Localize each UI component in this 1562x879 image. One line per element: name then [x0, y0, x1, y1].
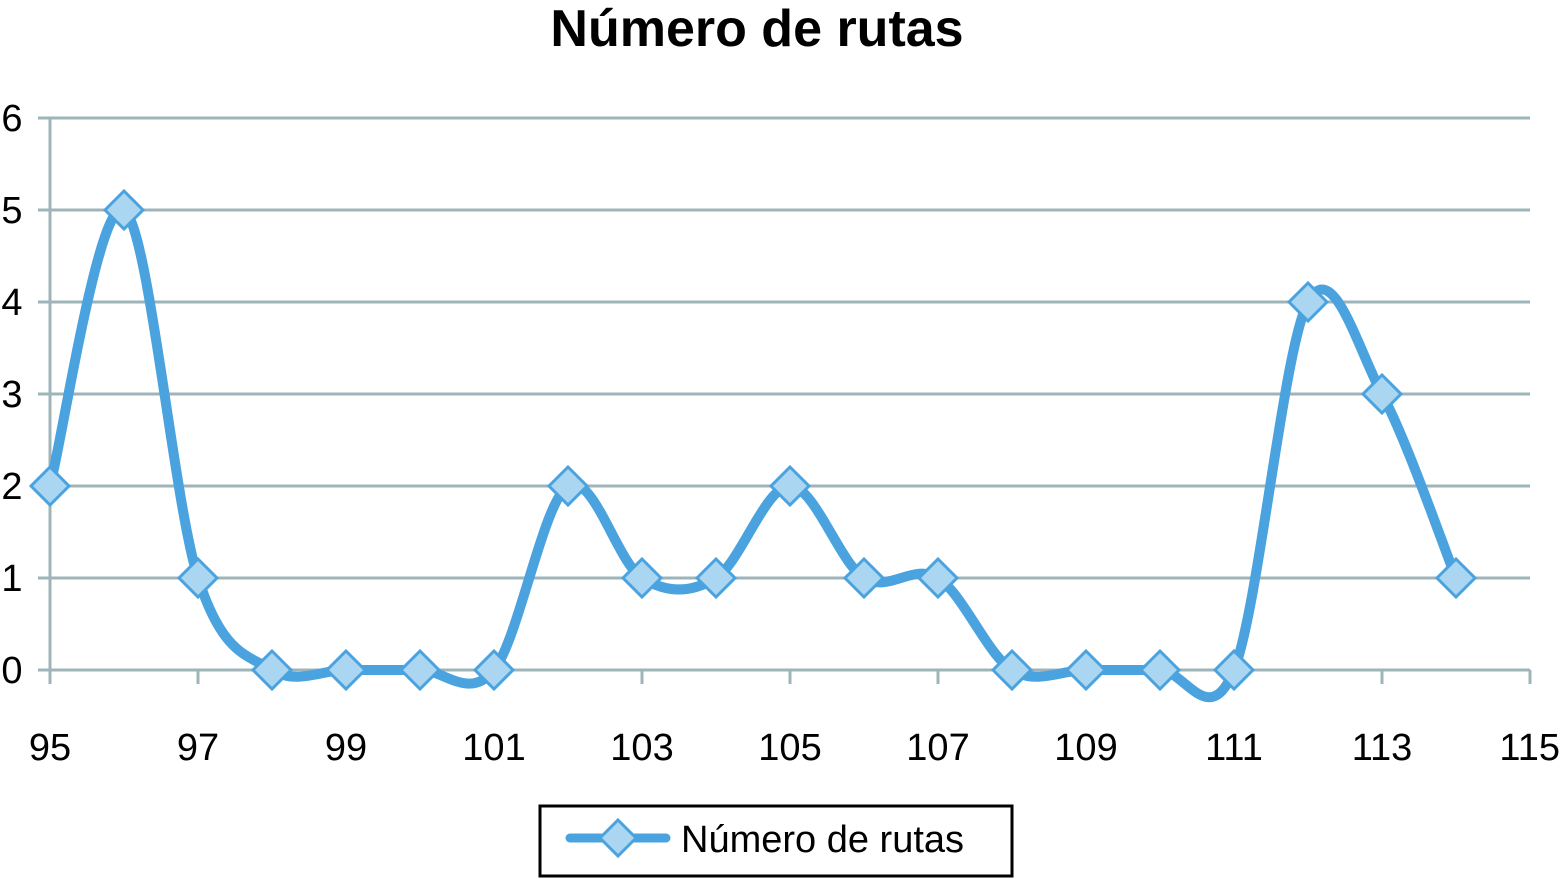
y-tick-label: 6	[1, 98, 22, 140]
x-tick-label: 111	[1205, 727, 1263, 769]
x-tick-label: 101	[462, 727, 525, 769]
x-tick-label: 107	[906, 727, 969, 769]
x-tick-label: 115	[1499, 727, 1560, 769]
data-point-marker	[28, 464, 72, 508]
data-point-marker	[1064, 648, 1108, 692]
x-tick-label: 105	[758, 727, 821, 769]
x-tick-label: 99	[325, 727, 367, 769]
x-tick-label: 109	[1054, 727, 1117, 769]
data-point-marker	[1434, 556, 1478, 600]
data-point-marker	[250, 648, 294, 692]
y-tick-label: 5	[1, 190, 22, 232]
x-tick-label: 103	[610, 727, 673, 769]
x-tick-label: 95	[29, 727, 71, 769]
data-point-marker	[1360, 372, 1404, 416]
series-layer	[28, 188, 1478, 703]
data-point-marker	[916, 556, 960, 600]
y-tick-label: 4	[1, 282, 22, 324]
series-line	[45, 204, 1461, 703]
legend-label: Número de rutas	[681, 819, 964, 861]
data-point-marker	[620, 556, 664, 600]
x-tick-label: 97	[177, 727, 219, 769]
data-point-marker	[1138, 648, 1182, 692]
data-point-marker	[102, 188, 146, 232]
data-point-marker	[324, 648, 368, 692]
data-point-marker	[1212, 648, 1256, 692]
x-tick-label: 113	[1352, 727, 1413, 769]
data-point-marker	[990, 648, 1034, 692]
y-tick-label: 3	[1, 374, 22, 416]
data-point-marker	[768, 464, 812, 508]
legend: Número de rutas	[538, 804, 1014, 878]
grid-lines	[50, 116, 1530, 580]
data-point-marker	[176, 556, 220, 600]
data-point-marker	[546, 464, 590, 508]
data-point-marker	[472, 648, 516, 692]
x-axis-tick-labels: 95 97 99 101 103 105 107 109 111 113 115	[29, 727, 1560, 769]
chart-title: Número de rutas	[550, 0, 963, 58]
y-axis-tick-labels: 0 1 2 3 4 5 6	[1, 98, 22, 692]
y-tick-label: 2	[1, 466, 22, 508]
data-point-marker	[694, 556, 738, 600]
data-point-marker	[1286, 280, 1330, 324]
data-point-marker	[398, 648, 442, 692]
axes	[38, 116, 1532, 684]
y-tick-label: 1	[1, 558, 22, 600]
y-tick-label: 0	[1, 650, 22, 692]
data-point-marker	[842, 556, 886, 600]
legend-diamond-marker-icon	[597, 817, 639, 859]
